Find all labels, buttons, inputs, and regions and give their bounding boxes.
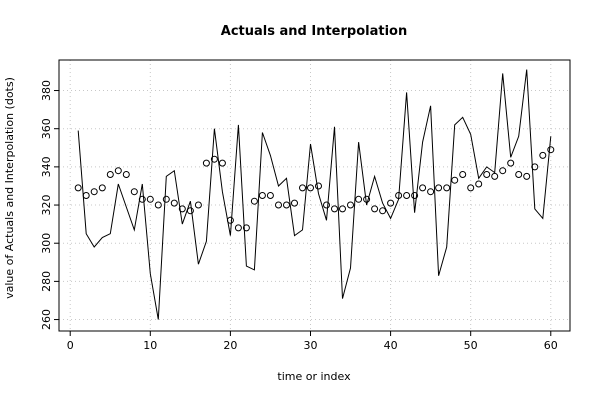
interpolation-point: [507, 159, 515, 167]
interpolation-point: [483, 171, 491, 178]
interpolation-point: [451, 176, 459, 184]
interpolation-point: [539, 151, 547, 159]
interpolation-point: [202, 159, 210, 167]
interpolation-point: [258, 192, 266, 199]
y-tick-label: 280: [40, 271, 53, 292]
interpolation-point: [162, 195, 170, 203]
y-tick-label: 380: [40, 80, 53, 101]
interpolation-point: [291, 199, 298, 207]
x-axis: 0 10 20 30 40 50 60: [67, 331, 558, 352]
x-tick-label: 10: [143, 339, 157, 352]
interpolation-point: [250, 197, 258, 205]
interpolation-point: [499, 167, 507, 175]
x-tick-label: 40: [384, 339, 398, 352]
interpolation-point: [98, 184, 106, 192]
interpolation-point: [170, 199, 178, 207]
x-tick-label: 50: [464, 339, 478, 352]
interpolation-point: [307, 184, 314, 192]
interpolation-point: [218, 159, 226, 167]
interpolation-point: [403, 192, 411, 199]
plot-marks: [74, 69, 555, 320]
interpolation-point: [106, 171, 114, 178]
interpolation-point: [323, 201, 330, 209]
interpolation-point: [90, 188, 98, 196]
interpolation-point: [186, 207, 194, 215]
interpolation-point: [515, 171, 523, 178]
interpolation-point: [363, 195, 371, 203]
interpolation-point: [355, 195, 363, 203]
chart-title: Actuals and Interpolation: [221, 24, 407, 39]
interpolation-point: [387, 199, 395, 207]
interpolation-point: [114, 167, 122, 175]
y-tick-label: 340: [40, 156, 53, 177]
interpolation-point: [315, 182, 322, 190]
interpolation-point: [467, 184, 475, 192]
interpolation-point: [547, 146, 555, 154]
y-tick-label: 260: [40, 309, 53, 330]
interpolation-point: [523, 172, 531, 180]
x-tick-label: 20: [223, 339, 237, 352]
y-axis-label: value of Actuals and Interpolation (dots…: [3, 77, 16, 299]
interpolation-point: [138, 195, 146, 203]
x-tick-label: 0: [67, 339, 74, 352]
interpolation-point: [194, 201, 202, 209]
interpolation-point: [178, 205, 186, 213]
interpolation-point: [411, 192, 419, 199]
interpolation-point: [299, 184, 306, 192]
interpolation-point: [347, 201, 354, 209]
interpolation-point: [475, 180, 483, 188]
interpolation-point: [491, 172, 499, 180]
x-axis-label: time or index: [277, 370, 351, 383]
interpolation-point: [234, 224, 242, 232]
interpolation-point: [443, 184, 451, 192]
x-tick-label: 60: [544, 339, 558, 352]
y-tick-label: 300: [40, 233, 53, 254]
interpolation-point: [531, 163, 539, 171]
interpolation-point: [459, 171, 467, 178]
interpolation-point: [331, 205, 338, 213]
x-tick-label: 30: [303, 339, 317, 352]
y-tick-label: 360: [40, 118, 53, 139]
interpolation-point: [275, 201, 282, 209]
interpolation-point: [266, 192, 274, 199]
interpolation-point: [371, 205, 379, 213]
interpolation-point: [419, 184, 427, 192]
actuals-line: [77, 69, 552, 320]
interpolation-point: [283, 201, 290, 209]
interpolation-point: [427, 188, 435, 196]
interpolation-point: [146, 195, 154, 203]
y-tick-label: 320: [40, 195, 53, 216]
interpolation-point: [74, 184, 82, 192]
interpolation-point: [210, 155, 218, 163]
interpolation-point: [82, 192, 90, 199]
interpolation-point: [242, 224, 250, 232]
interpolation-point: [226, 216, 234, 224]
interpolation-point: [154, 201, 162, 209]
interpolation-point: [379, 207, 387, 215]
interpolation-point: [122, 171, 130, 178]
interpolation-point: [435, 184, 443, 192]
interpolation-point: [339, 205, 346, 213]
interpolation-point: [395, 192, 403, 199]
y-axis: 260 280 300 320 340 360 380: [40, 80, 59, 330]
plot-frame: [58, 59, 571, 332]
interpolation-point: [130, 188, 138, 196]
